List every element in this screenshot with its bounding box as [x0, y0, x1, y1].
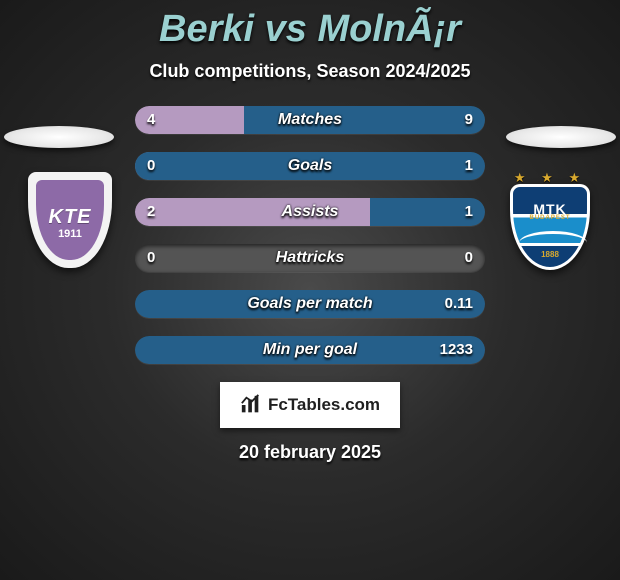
stat-track — [135, 244, 485, 272]
stat-row: 1233Min per goal — [135, 336, 485, 364]
stat-fill-right — [135, 152, 485, 180]
stat-fill-right — [135, 290, 485, 318]
stat-row: 01Goals — [135, 152, 485, 180]
stat-fill-right — [135, 336, 485, 364]
stat-value-left: 0 — [147, 244, 155, 272]
stat-value-right: 1233 — [440, 336, 473, 364]
branding-text: FcTables.com — [268, 395, 380, 415]
stat-value-right: 1 — [465, 198, 473, 226]
stat-row: 00Hattricks — [135, 244, 485, 272]
stat-fill-right — [244, 106, 486, 134]
stat-value-left: 0 — [147, 152, 155, 180]
stat-value-right: 1 — [465, 152, 473, 180]
stat-value-left: 2 — [147, 198, 155, 226]
bar-chart-icon — [240, 394, 262, 416]
stat-track — [135, 290, 485, 318]
stat-track — [135, 336, 485, 364]
stat-value-right: 0.11 — [445, 290, 473, 318]
stat-fill-left — [135, 198, 370, 226]
date-text: 20 february 2025 — [0, 442, 620, 463]
stat-value-left: 4 — [147, 106, 155, 134]
stat-value-right: 0 — [465, 244, 473, 272]
page-title: Berki vs MolnÃ¡r — [0, 0, 620, 51]
stat-value-right: 9 — [465, 106, 473, 134]
stat-row: 0.11Goals per match — [135, 290, 485, 318]
branding-badge: FcTables.com — [220, 382, 400, 428]
stat-track — [135, 152, 485, 180]
subtitle: Club competitions, Season 2024/2025 — [0, 61, 620, 82]
stat-row: 21Assists — [135, 198, 485, 226]
comparison-chart: 49Matches01Goals21Assists00Hattricks0.11… — [0, 106, 620, 364]
stat-row: 49Matches — [135, 106, 485, 134]
stat-track — [135, 198, 485, 226]
stat-track — [135, 106, 485, 134]
